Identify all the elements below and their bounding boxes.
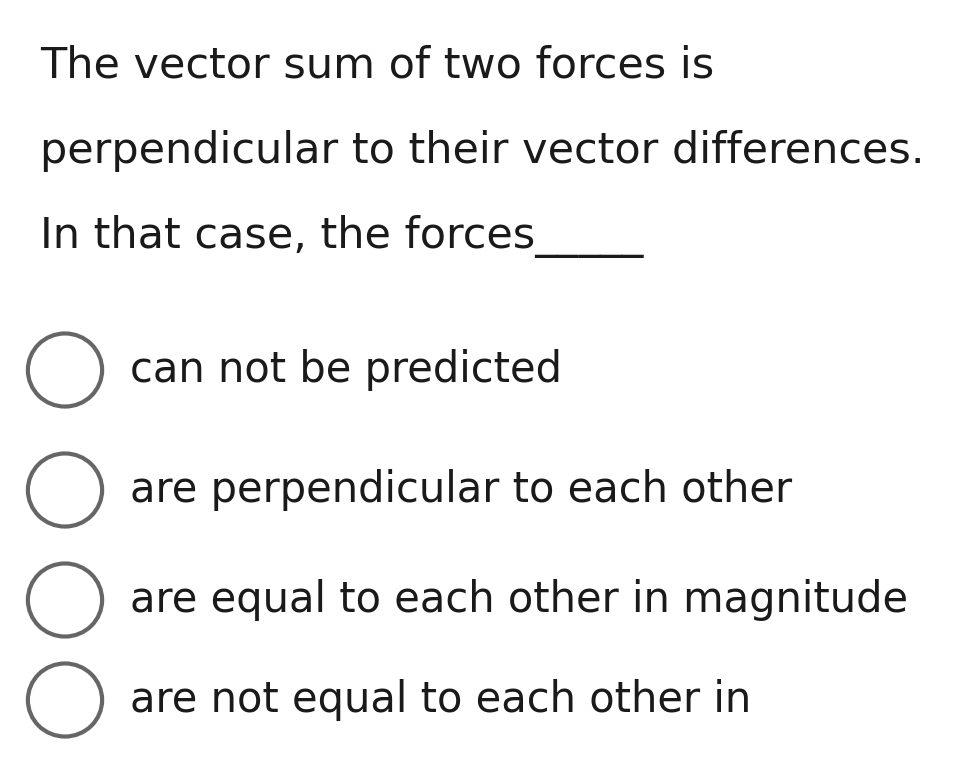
Text: are perpendicular to each other: are perpendicular to each other <box>130 469 792 511</box>
Text: are not equal to each other in: are not equal to each other in <box>130 679 751 721</box>
Text: perpendicular to their vector differences.: perpendicular to their vector difference… <box>40 130 924 172</box>
Text: can not be predicted: can not be predicted <box>130 349 562 391</box>
Text: The vector sum of two forces is: The vector sum of two forces is <box>40 45 714 87</box>
Text: are equal to each other in magnitude: are equal to each other in magnitude <box>130 579 909 621</box>
Text: In that case, the forces_____: In that case, the forces_____ <box>40 215 644 258</box>
